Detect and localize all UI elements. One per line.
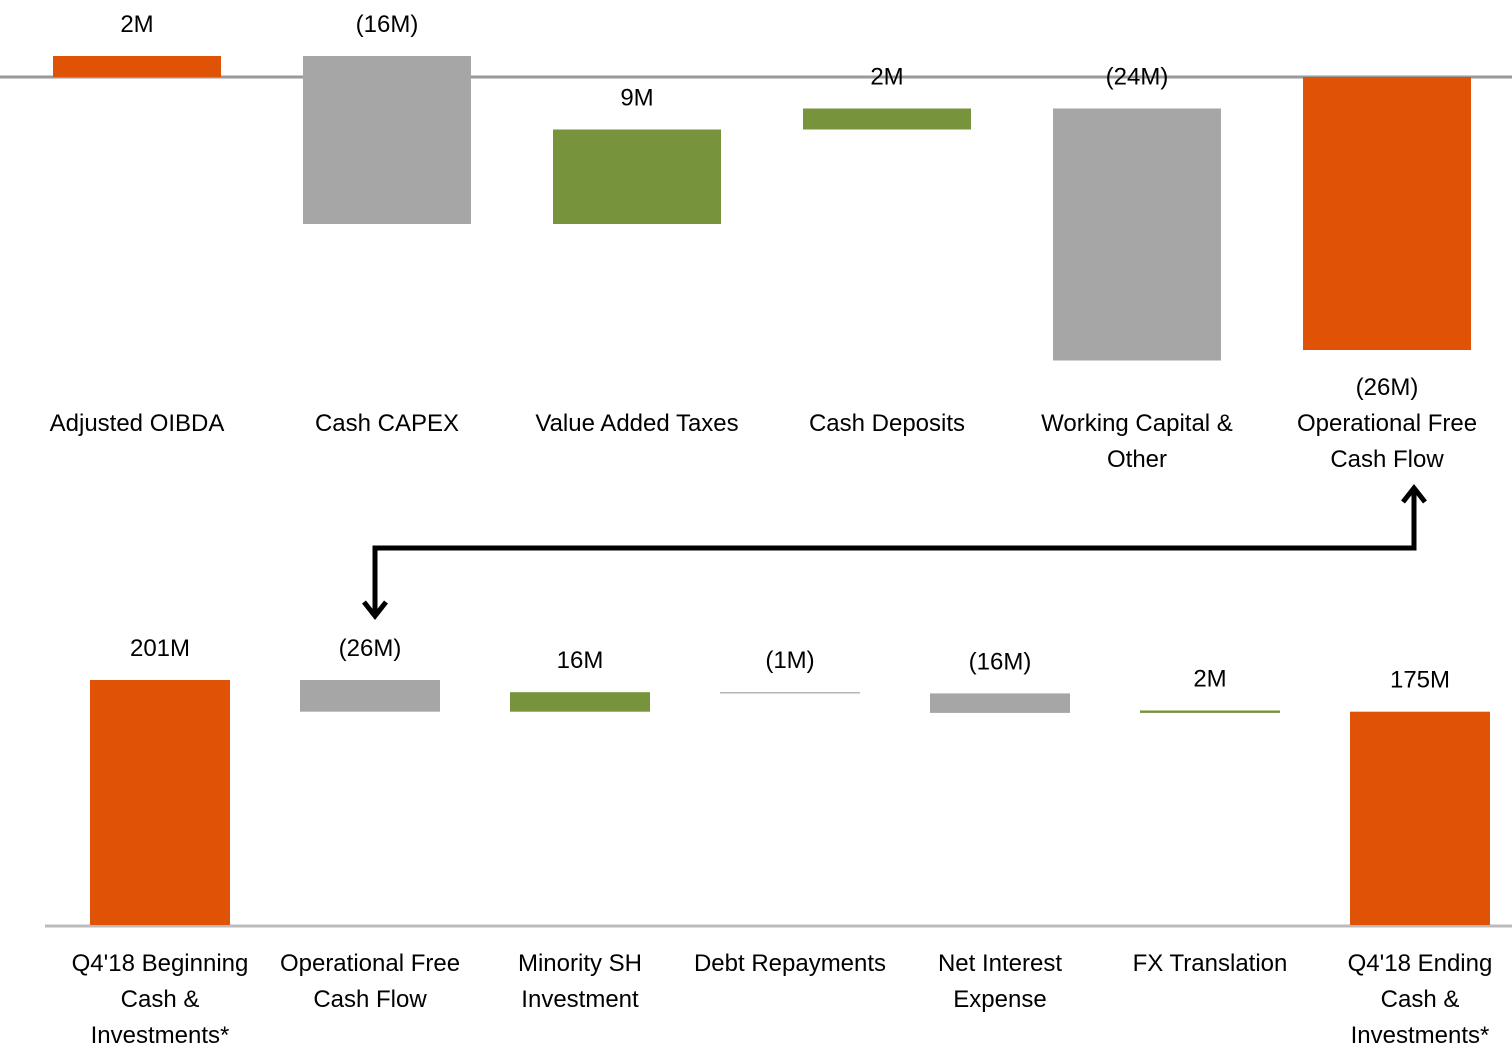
- category-label: FX Translation: [1132, 950, 1288, 977]
- bar: [303, 56, 471, 224]
- bar: [510, 692, 650, 712]
- value-label: 2M: [120, 11, 153, 38]
- value-label: 16M: [557, 647, 604, 674]
- bar: [53, 56, 221, 77]
- value-label: 9M: [620, 85, 653, 112]
- bar: [1350, 711, 1490, 925]
- category-label: Debt Repayments: [693, 950, 887, 977]
- category-label: Cash CAPEX: [314, 410, 460, 437]
- arrow-head: [362, 600, 388, 621]
- bar: [553, 129, 721, 224]
- value-label: 2M: [870, 64, 903, 91]
- value-label: (26M): [1356, 374, 1419, 401]
- value-label: (1M): [765, 647, 814, 674]
- value-label: (16M): [969, 648, 1032, 675]
- bar: [300, 680, 440, 712]
- value-label: (26M): [339, 635, 402, 662]
- category-label: Adjusted OIBDA: [49, 410, 225, 437]
- category-label: Operational Free Cash Flow: [1296, 410, 1478, 473]
- bar: [90, 680, 230, 925]
- category-label: Working Capital & Other: [1041, 410, 1233, 473]
- value-label: 2M: [1193, 665, 1226, 692]
- category-label: Q4'18 Ending Cash & Investments*: [1347, 950, 1493, 1049]
- bar: [1303, 77, 1471, 350]
- value-label: 175M: [1390, 667, 1450, 694]
- bar: [930, 693, 1070, 713]
- category-label: Cash Deposits: [808, 410, 966, 437]
- category-label: Minority SH Investment: [517, 950, 643, 1013]
- value-label: 201M: [130, 635, 190, 662]
- bar: [720, 692, 860, 694]
- category-label: Q4'18 Beginning Cash & Investments*: [71, 950, 249, 1049]
- bar: [803, 108, 971, 130]
- arrow-head: [1401, 483, 1427, 504]
- bar: [1140, 710, 1280, 713]
- category-label: Net Interest Expense: [937, 950, 1063, 1013]
- value-label: (24M): [1106, 64, 1169, 91]
- connector-arrow: [372, 490, 1417, 612]
- bar: [1053, 108, 1221, 361]
- value-label: (16M): [356, 11, 419, 38]
- category-label: Value Added Taxes: [535, 410, 739, 437]
- category-label: Operational Free Cash Flow: [279, 950, 461, 1013]
